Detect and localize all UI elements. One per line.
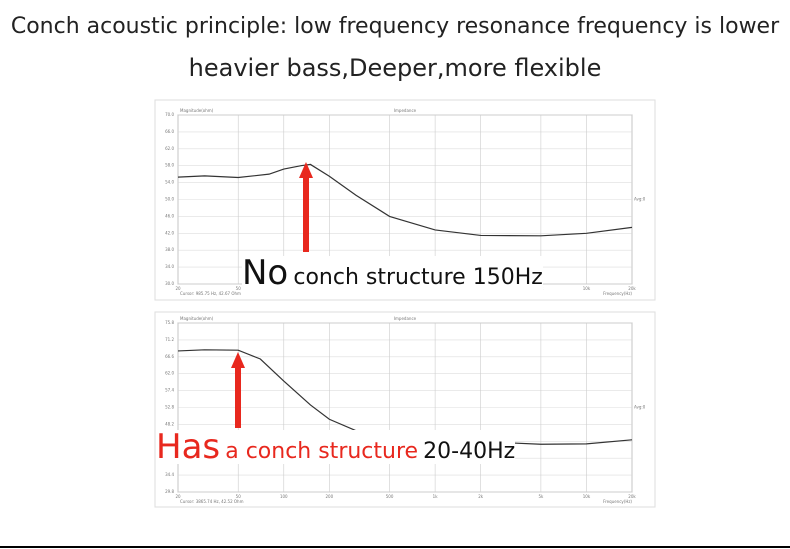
x-tick-label: 100	[280, 494, 288, 499]
caption-text: a conch structure	[225, 439, 419, 464]
x-tick-label: 200	[326, 494, 334, 499]
y-tick-label: 70.0	[165, 112, 174, 117]
caption-text: conch structure 150Hz	[293, 265, 543, 290]
y-axis-label: Magnitude(ohm)	[180, 316, 214, 321]
x-tick-label: 2k	[478, 494, 484, 499]
x-tick-label: 50	[236, 286, 242, 291]
y-tick-label: 57.4	[165, 388, 174, 393]
arrow	[299, 162, 313, 252]
legend: Avg:0	[634, 197, 646, 202]
y-tick-label: 46.0	[165, 213, 174, 218]
caption-lead: No	[242, 253, 289, 293]
x-tick-label: 20	[175, 286, 181, 291]
y-tick-label: 48.2	[165, 421, 174, 426]
y-tick-label: 71.2	[165, 337, 174, 342]
x-tick-label: 1k	[433, 494, 439, 499]
cursor-readout: Cursor: 3865.74 Hz, 42.52 Ohm	[180, 499, 244, 504]
y-tick-label: 38.0	[165, 247, 174, 252]
y-tick-label: 58.0	[165, 163, 174, 168]
y-tick-label: 42.0	[165, 230, 174, 235]
cursor-readout: Cursor: 985.75 Hz, 42.67 Ohm	[180, 291, 241, 296]
x-tick-label: 500	[386, 494, 394, 499]
subtitle: heavier bass,Deeper,more flexible	[188, 54, 602, 82]
x-tick-label: 10k	[583, 494, 591, 499]
y-tick-label: 34.4	[165, 472, 174, 477]
x-tick-label: 20k	[628, 286, 636, 291]
x-axis-label: Frequency(Hz)	[603, 291, 632, 296]
legend: Avg:0	[634, 405, 646, 410]
x-tick-label: 50	[236, 494, 242, 499]
caption-lead: Has	[156, 427, 221, 467]
caption: No conch structure 150Hz	[242, 256, 543, 290]
curve	[177, 163, 633, 237]
x-tick-label: 20k	[628, 494, 636, 499]
y-tick-label: 34.0	[165, 264, 174, 269]
y-tick-label: 66.0	[165, 129, 174, 134]
y-axis-label: Magnitude(ohm)	[180, 108, 214, 113]
y-tick-label: 30.0	[165, 281, 174, 286]
x-tick-label: 20	[175, 494, 181, 499]
caption-range: 20-40Hz	[423, 439, 516, 464]
x-tick-label: 5k	[538, 494, 544, 499]
y-tick-label: 29.8	[165, 489, 174, 494]
panel	[154, 311, 656, 508]
y-tick-label: 52.8	[165, 405, 174, 410]
x-tick-label: 10k	[583, 286, 591, 291]
y-tick-label: 50.0	[165, 197, 174, 202]
y-tick-label: 62.0	[165, 146, 174, 151]
y-tick-label: 54.0	[165, 180, 174, 185]
y-tick-label: 75.8	[165, 320, 174, 325]
caption: Has a conch structure 20-40Hz	[156, 427, 516, 467]
chart-title: Impedance	[394, 316, 417, 321]
y-tick-label: 62.0	[165, 371, 174, 376]
chart-title: Impedance	[394, 108, 417, 113]
x-axis-label: Frequency(Hz)	[603, 499, 632, 504]
y-tick-label: 66.6	[165, 354, 174, 359]
arrow	[231, 352, 245, 428]
title: Conch acoustic principle: low frequency …	[10, 14, 780, 39]
